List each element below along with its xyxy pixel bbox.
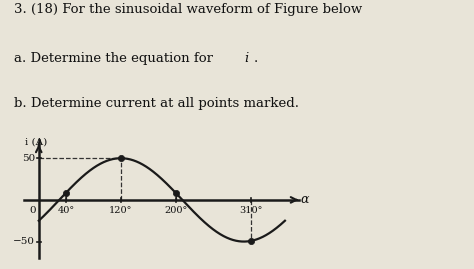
Text: α: α — [300, 193, 309, 206]
Text: .: . — [254, 52, 258, 65]
Text: i: i — [244, 52, 248, 65]
Text: 3. (18) For the sinusoidal waveform of Figure below: 3. (18) For the sinusoidal waveform of F… — [14, 3, 363, 16]
Text: 200°: 200° — [164, 206, 187, 215]
Text: a. Determine the equation for: a. Determine the equation for — [14, 52, 218, 65]
Text: −50: −50 — [13, 237, 36, 246]
Text: 310°: 310° — [239, 206, 263, 215]
Text: 120°: 120° — [109, 206, 133, 215]
Text: i (A): i (A) — [25, 137, 47, 147]
Text: 50: 50 — [22, 154, 36, 163]
Text: 0: 0 — [29, 206, 36, 215]
Text: b. Determine current at all points marked.: b. Determine current at all points marke… — [14, 97, 299, 110]
Text: 40°: 40° — [57, 206, 75, 215]
